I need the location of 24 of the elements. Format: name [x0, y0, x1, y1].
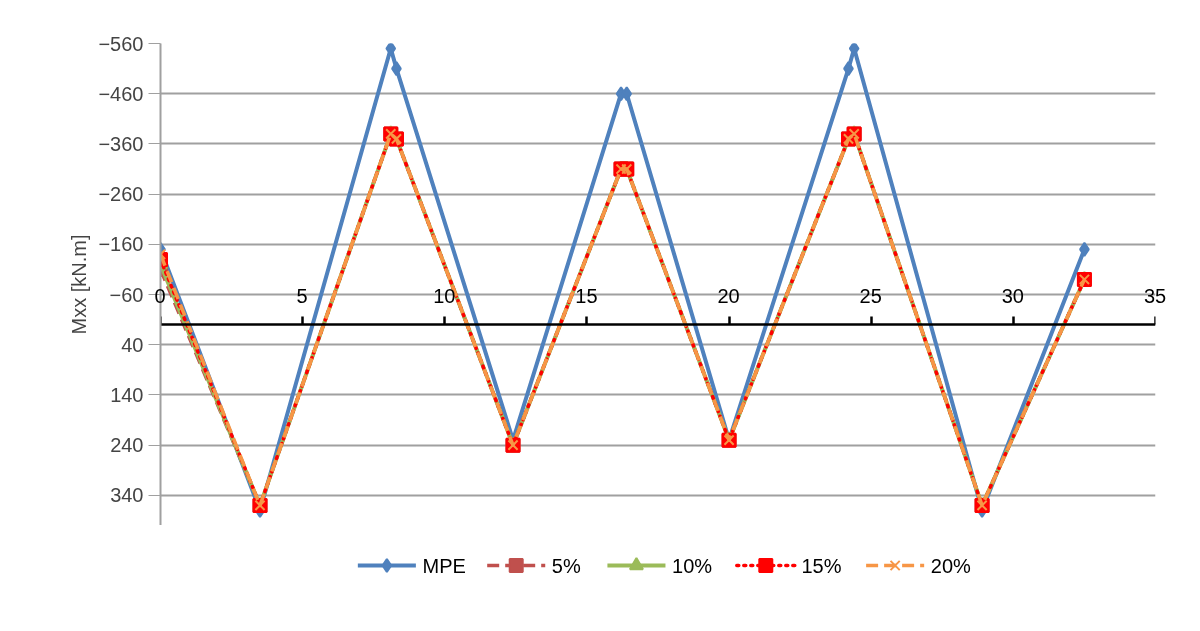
y-tick-label: −360	[98, 132, 144, 155]
legend-label: MPE	[422, 554, 466, 577]
y-tick-label: 40	[121, 333, 144, 356]
x-tick-label: 35	[1143, 285, 1167, 309]
legend-label: 5%	[551, 554, 581, 577]
x-tick-label: 0	[154, 285, 166, 309]
y-tick-label: −60	[109, 283, 144, 306]
x-tick-label: 30	[1001, 285, 1024, 309]
x-tick-label: 15	[575, 285, 598, 309]
legend-label: 15%	[801, 554, 842, 577]
legend-label: 20%	[930, 554, 972, 577]
y-tick-label: −160	[98, 233, 144, 256]
x-tick-label: 5	[296, 285, 308, 309]
y-tick-label: 240	[110, 434, 144, 457]
x-tick-label: 20	[717, 285, 740, 309]
y-tick-label: −560	[98, 32, 144, 55]
y-tick-label: 340	[110, 484, 144, 507]
y-axis-title: Mxx [kN.m]	[68, 234, 91, 335]
x-tick-label: 10	[433, 285, 456, 309]
y-tick-label: 140	[110, 383, 144, 406]
x-tick-label: 25	[859, 285, 882, 309]
y-tick-label: −260	[98, 183, 144, 206]
y-tick-label: −460	[98, 82, 144, 105]
legend-label: 10%	[672, 554, 713, 577]
